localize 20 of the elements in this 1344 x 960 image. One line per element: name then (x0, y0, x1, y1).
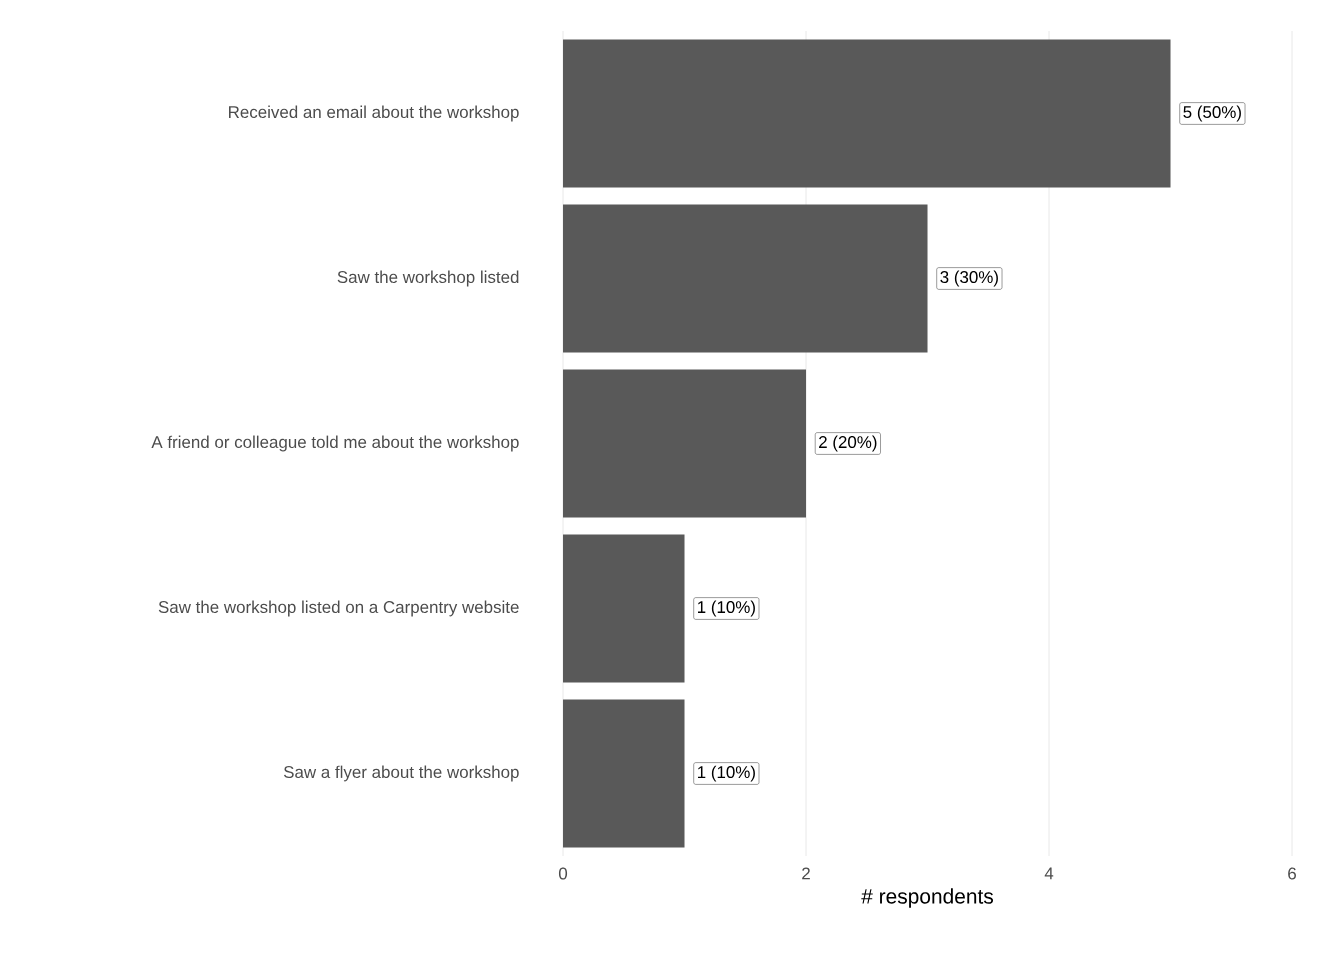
x-tick-label: 0 (558, 867, 568, 880)
y-tick-label: A friend or colleague told me about the workshop (151, 435, 519, 452)
data-label: 5 (50%) (1183, 105, 1241, 122)
bar (563, 369, 807, 518)
y-tick-label: Received an email about the workshop (229, 105, 519, 122)
x-tick-label: 2 (802, 867, 810, 880)
y-tick-label: Saw the workshop listed on a Carpentry website (158, 600, 519, 617)
bar (563, 39, 1171, 188)
bar (563, 534, 685, 683)
bar (563, 699, 685, 848)
y-tick-label: Saw a flyer about the workshop (283, 765, 519, 782)
y-tick-label: Saw the workshop listed (337, 270, 519, 287)
x-axis-title: # respondents (861, 888, 994, 908)
data-label: 1 (10%) (698, 600, 755, 617)
x-tick-label: 4 (1044, 867, 1054, 880)
x-tick-label: 6 (1288, 867, 1296, 880)
bar (563, 204, 928, 353)
data-label: 3 (30%) (940, 270, 998, 287)
data-label: 1 (10%) (698, 765, 755, 782)
data-label: 2 (20%) (819, 435, 877, 452)
